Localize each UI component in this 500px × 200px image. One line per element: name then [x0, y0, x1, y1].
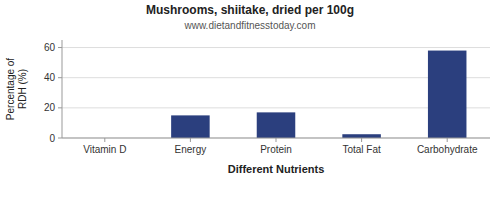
y-axis-label: Percentage ofRDH (%): [5, 58, 28, 120]
x-tick: [276, 138, 277, 142]
subtitle: www.dietandfitnesstoday.com: [184, 20, 316, 31]
y-axis-line: [62, 40, 63, 138]
y-axis-label-line: RDH (%): [17, 69, 28, 109]
x-tick-label: Total Fat: [342, 144, 381, 155]
y-tick-label: 0: [49, 133, 55, 144]
x-tick-label: Protein: [260, 144, 292, 155]
bar: [257, 112, 296, 138]
x-tick: [104, 138, 105, 142]
x-tick-label: Carbohydrate: [417, 144, 478, 155]
x-tick-label: Energy: [175, 144, 207, 155]
title: Mushrooms, shiitake, dried per 100g: [146, 3, 354, 17]
y-tick: [58, 107, 62, 108]
x-tick: [361, 138, 362, 142]
chart-container: Mushrooms, shiitake, dried per 100g www.d…: [0, 0, 500, 200]
y-tick: [58, 138, 62, 139]
grid-line: [62, 47, 490, 48]
y-tick-label: 60: [44, 42, 56, 53]
bar: [428, 51, 467, 138]
y-tick: [58, 77, 62, 78]
y-grid: [62, 48, 490, 138]
y-tick-label: 20: [44, 102, 56, 113]
y-axis-label-line: Percentage of: [5, 58, 16, 120]
bar: [171, 115, 210, 138]
chart-svg: Mushrooms, shiitake, dried per 100g www.d…: [0, 0, 500, 200]
bar: [342, 134, 381, 138]
grid-line: [62, 107, 490, 108]
x-tick: [190, 138, 191, 142]
y-tick: [58, 47, 62, 48]
x-tick-label: Vitamin D: [83, 144, 126, 155]
y-tick-label: 40: [44, 72, 56, 83]
x-tick: [447, 138, 448, 142]
bars: [171, 51, 466, 138]
x-axis-label: Different Nutrients: [228, 163, 325, 175]
grid-line: [62, 77, 490, 78]
